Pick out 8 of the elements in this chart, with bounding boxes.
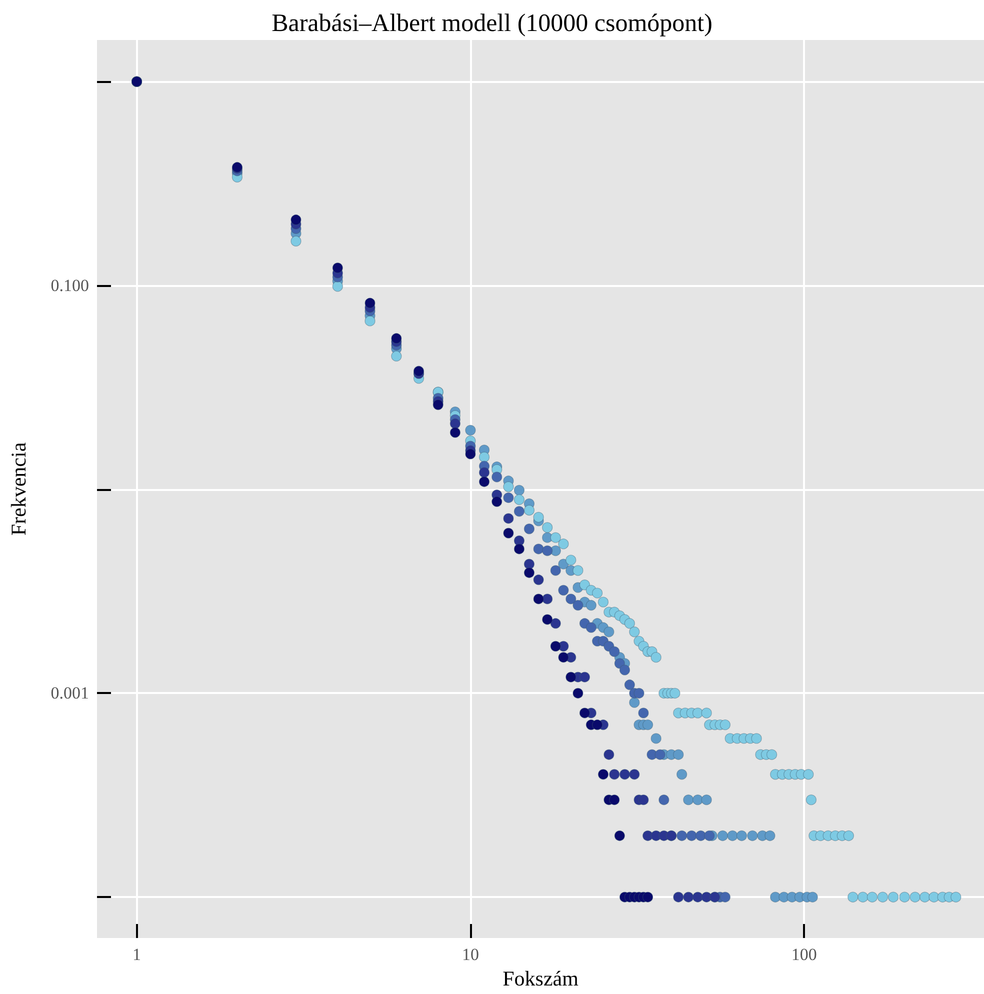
y-tick-label: 0.100 — [50, 276, 89, 295]
x-tick-label: 10 — [462, 945, 479, 964]
x-axis-title: Fokszám — [502, 966, 578, 990]
x-tick-label: 1 — [132, 945, 142, 964]
x-tick-label: 100 — [791, 945, 817, 964]
y-tick-label: 0.001 — [50, 684, 89, 703]
chart-title: Barabási–Albert modell (10000 csomópont) — [272, 10, 712, 37]
y-axis-title: Frekvencia — [6, 442, 30, 536]
